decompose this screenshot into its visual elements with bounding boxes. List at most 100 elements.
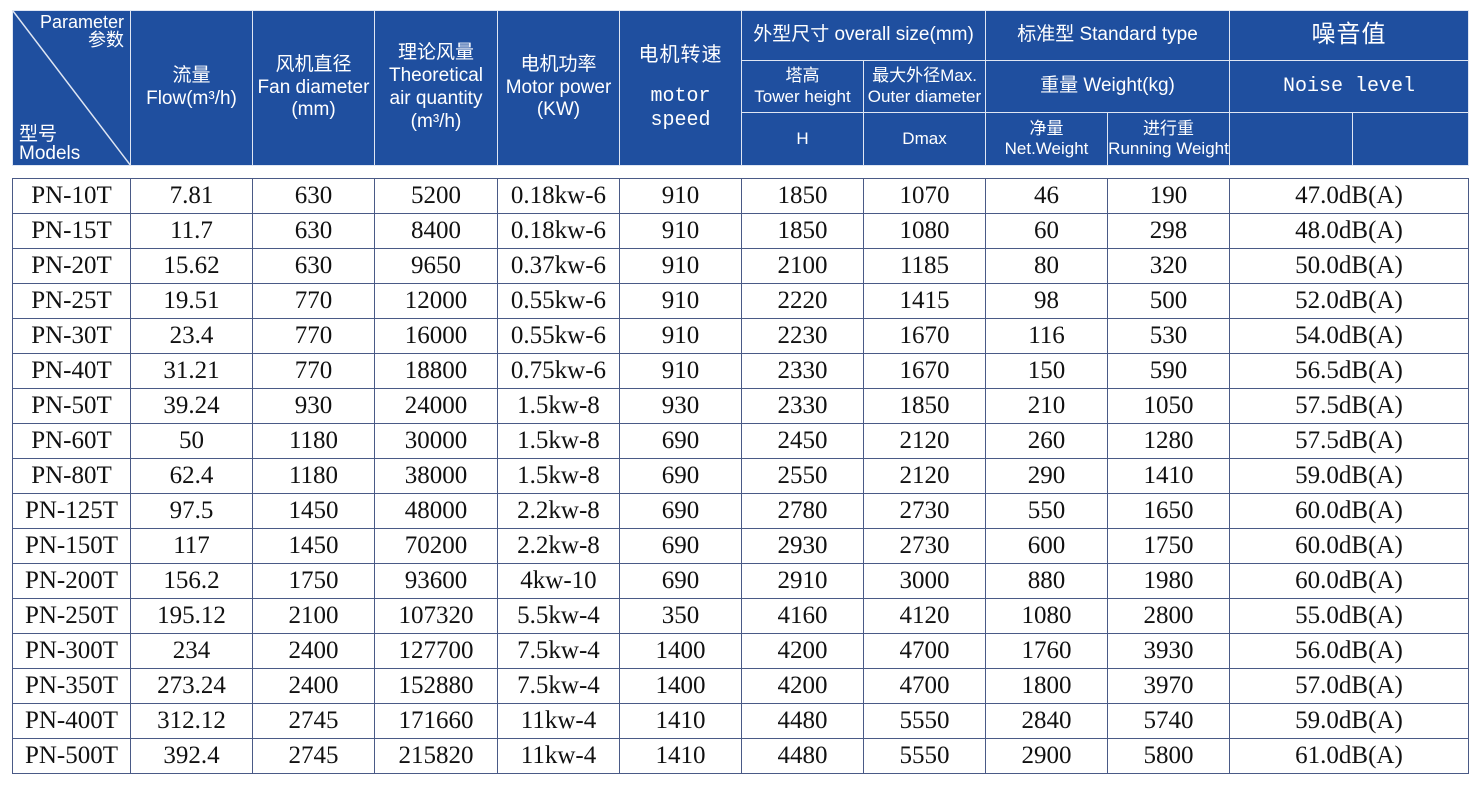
diagonal [13, 11, 131, 166]
table-cell: 2780 [741, 493, 864, 529]
header-text: (m³/h) [410, 110, 462, 132]
table-cell: 11kw-4 [497, 703, 620, 739]
table-row: PN-350T 273.24 2400 152880 7.5kw-4 1400 4200 47… [12, 668, 1469, 704]
table-cell: 57.5dB(A) [1229, 423, 1469, 459]
table-row: PN-80T 62.4 1180 38000 1.5kw-8 690 2550 2120 290… [12, 458, 1469, 494]
table-cell: 62.4 [130, 458, 253, 494]
table-cell: PN-25T [12, 283, 131, 319]
table-cell: PN-350T [12, 668, 131, 704]
table-cell: 61.0dB(A) [1229, 738, 1469, 774]
table-cell: 156.2 [130, 563, 253, 599]
table-cell: 1450 [252, 493, 375, 529]
header-text: Dmax [902, 128, 947, 148]
table-cell: 9650 [374, 248, 498, 284]
table-cell: 1180 [252, 458, 375, 494]
table-cell: PN-10T [12, 178, 131, 214]
table-cell: 770 [252, 353, 375, 389]
table-cell: PN-125T [12, 493, 131, 529]
header-text: (KW) [536, 99, 581, 121]
header-text: Running Weight [1108, 139, 1229, 158]
table-cell: 4kw-10 [497, 563, 620, 599]
header-text: 重量 Weight(kg) [1040, 75, 1175, 97]
table-cell: PN-40T [12, 353, 131, 389]
table-cell: 107320 [374, 598, 498, 634]
table-cell: 320 [1107, 248, 1230, 284]
table-cell: PN-15T [12, 213, 131, 249]
table-cell: 5550 [863, 703, 986, 739]
table-cell: 12000 [374, 283, 498, 319]
table-cell: 30000 [374, 423, 498, 459]
header-cell: 理论风量 Theoretical air quantity (m³/h) [374, 10, 498, 166]
table-cell: 4700 [863, 633, 986, 669]
header-cell: 进行重 Running Weight [1107, 112, 1230, 166]
table-cell: PN-500T [12, 738, 131, 774]
table-cell: 0.55kw-6 [497, 318, 620, 354]
table-cell: 60 [985, 213, 1108, 249]
table-cell: 1070 [863, 178, 986, 214]
table-cell: 1750 [252, 563, 375, 599]
header-text: 参数 [88, 30, 124, 50]
table-cell: 690 [619, 423, 742, 459]
header-text: 标准型 Standard type [1017, 24, 1198, 46]
table-cell: 11.7 [130, 213, 253, 249]
table-body: PN-10T 7.81 630 5200 0.18kw-6 910 1850 1070 46 19… [12, 178, 1469, 774]
table-cell: PN-150T [12, 528, 131, 564]
header-cell: 噪音值 [1229, 10, 1469, 61]
table-cell: 210 [985, 388, 1108, 424]
table-cell: 24000 [374, 388, 498, 424]
header-text: 最大外径Max. [872, 66, 977, 86]
table-cell: 1450 [252, 528, 375, 564]
table-cell: 0.18kw-6 [497, 213, 620, 249]
header-text: motor [650, 85, 711, 108]
table-cell: 312.12 [130, 703, 253, 739]
table-cell: 2840 [985, 703, 1108, 739]
table-cell: 1080 [985, 598, 1108, 634]
table-row: PN-125T 97.5 1450 48000 2.2kw-8 690 2780 2730 55… [12, 493, 1469, 529]
table-cell: 3930 [1107, 633, 1230, 669]
table-cell: 4160 [741, 598, 864, 634]
table-cell: 0.18kw-6 [497, 178, 620, 214]
table-cell: 5.5kw-4 [497, 598, 620, 634]
table-cell: 15.62 [130, 248, 253, 284]
table-cell: 7.5kw-4 [497, 668, 620, 704]
header-text: 净量 [1029, 118, 1064, 138]
header-text: air quantity [389, 88, 483, 109]
table-cell: 1.5kw-8 [497, 388, 620, 424]
table-cell: PN-80T [12, 458, 131, 494]
table-cell: 50.0dB(A) [1229, 248, 1469, 284]
table-cell: 2910 [741, 563, 864, 599]
table-row: PN-10T 7.81 630 5200 0.18kw-6 910 1850 1070 46 19… [12, 178, 1469, 214]
header-text: Fan diameter [257, 76, 370, 98]
header-cell: Noise level [1229, 60, 1469, 113]
table-cell: 1415 [863, 283, 986, 319]
header-text: 塔高 [785, 66, 820, 86]
table-cell: 2730 [863, 528, 986, 564]
header-cell: 电机转速 motor speed [619, 10, 742, 166]
table-cell: 530 [1107, 318, 1230, 354]
table-cell: 1280 [1107, 423, 1230, 459]
table-cell: 910 [619, 318, 742, 354]
table-cell: 55.0dB(A) [1229, 598, 1469, 634]
header-cell: 净量 Net.Weight [985, 112, 1108, 166]
table-row: PN-300T 234 2400 127700 7.5kw-4 1400 4200 4700 1… [12, 633, 1469, 669]
table-cell: 60.0dB(A) [1229, 563, 1469, 599]
table-cell: 260 [985, 423, 1108, 459]
table-cell: 273.24 [130, 668, 253, 704]
table-cell: 290 [985, 458, 1108, 494]
table-cell: 600 [985, 528, 1108, 564]
header-text: 流量 [172, 65, 211, 87]
table-cell: 195.12 [130, 598, 253, 634]
table-cell: 1760 [985, 633, 1108, 669]
table-cell: 2330 [741, 388, 864, 424]
table-row: PN-15T 11.7 630 8400 0.18kw-6 910 1850 1080 60 29… [12, 213, 1469, 249]
table-cell: PN-20T [12, 248, 131, 284]
table-cell: 2100 [741, 248, 864, 284]
header-text: Noise level [1282, 74, 1416, 98]
table-cell: 2220 [741, 283, 864, 319]
table-cell: 59.0dB(A) [1229, 703, 1469, 739]
table-cell: 48.0dB(A) [1229, 213, 1469, 249]
table-cell: PN-50T [12, 388, 131, 424]
table-cell: 910 [619, 213, 742, 249]
table-cell: 98 [985, 283, 1108, 319]
table-cell: 2900 [985, 738, 1108, 774]
